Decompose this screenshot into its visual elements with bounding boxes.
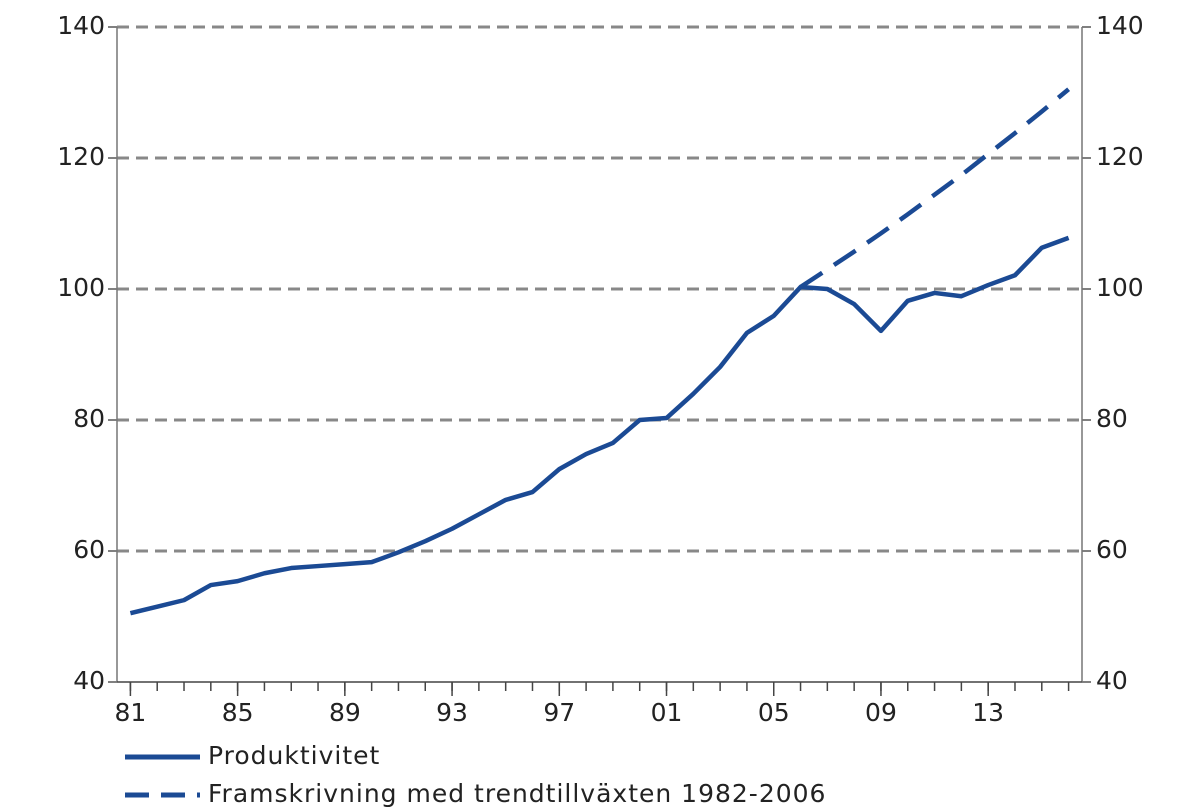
legend-label: Framskrivning med trendtillväxten 1982-2… xyxy=(208,779,826,808)
series-line xyxy=(129,235,1070,616)
x-tick-label: 81 xyxy=(114,698,146,727)
x-tick-label: 01 xyxy=(651,698,683,727)
y-tick-label: 140 xyxy=(57,11,105,40)
x-tick-label: 89 xyxy=(329,698,361,727)
y2-tick-label: 60 xyxy=(1096,535,1128,564)
y2-tick-label: 100 xyxy=(1096,273,1144,302)
x-tick-label: 97 xyxy=(543,698,575,727)
x-tick-label: 13 xyxy=(972,698,1004,727)
series-line xyxy=(799,87,1071,289)
y-tick-label: 100 xyxy=(57,273,105,302)
y2-tick-label: 40 xyxy=(1096,666,1128,695)
y2-tick-label: 120 xyxy=(1096,142,1144,171)
x-tick-label: 85 xyxy=(222,698,254,727)
y-tick-label: 80 xyxy=(73,404,105,433)
x-tick-label: 09 xyxy=(865,698,897,727)
x-tick-label: 05 xyxy=(758,698,790,727)
y2-tick-label: 140 xyxy=(1096,11,1144,40)
x-tick-label: 93 xyxy=(436,698,468,727)
y2-tick-label: 80 xyxy=(1096,404,1128,433)
y-tick-label: 60 xyxy=(73,535,105,564)
legend-label: Produktivitet xyxy=(208,741,380,770)
y-tick-label: 40 xyxy=(73,666,105,695)
y-tick-label: 120 xyxy=(57,142,105,171)
